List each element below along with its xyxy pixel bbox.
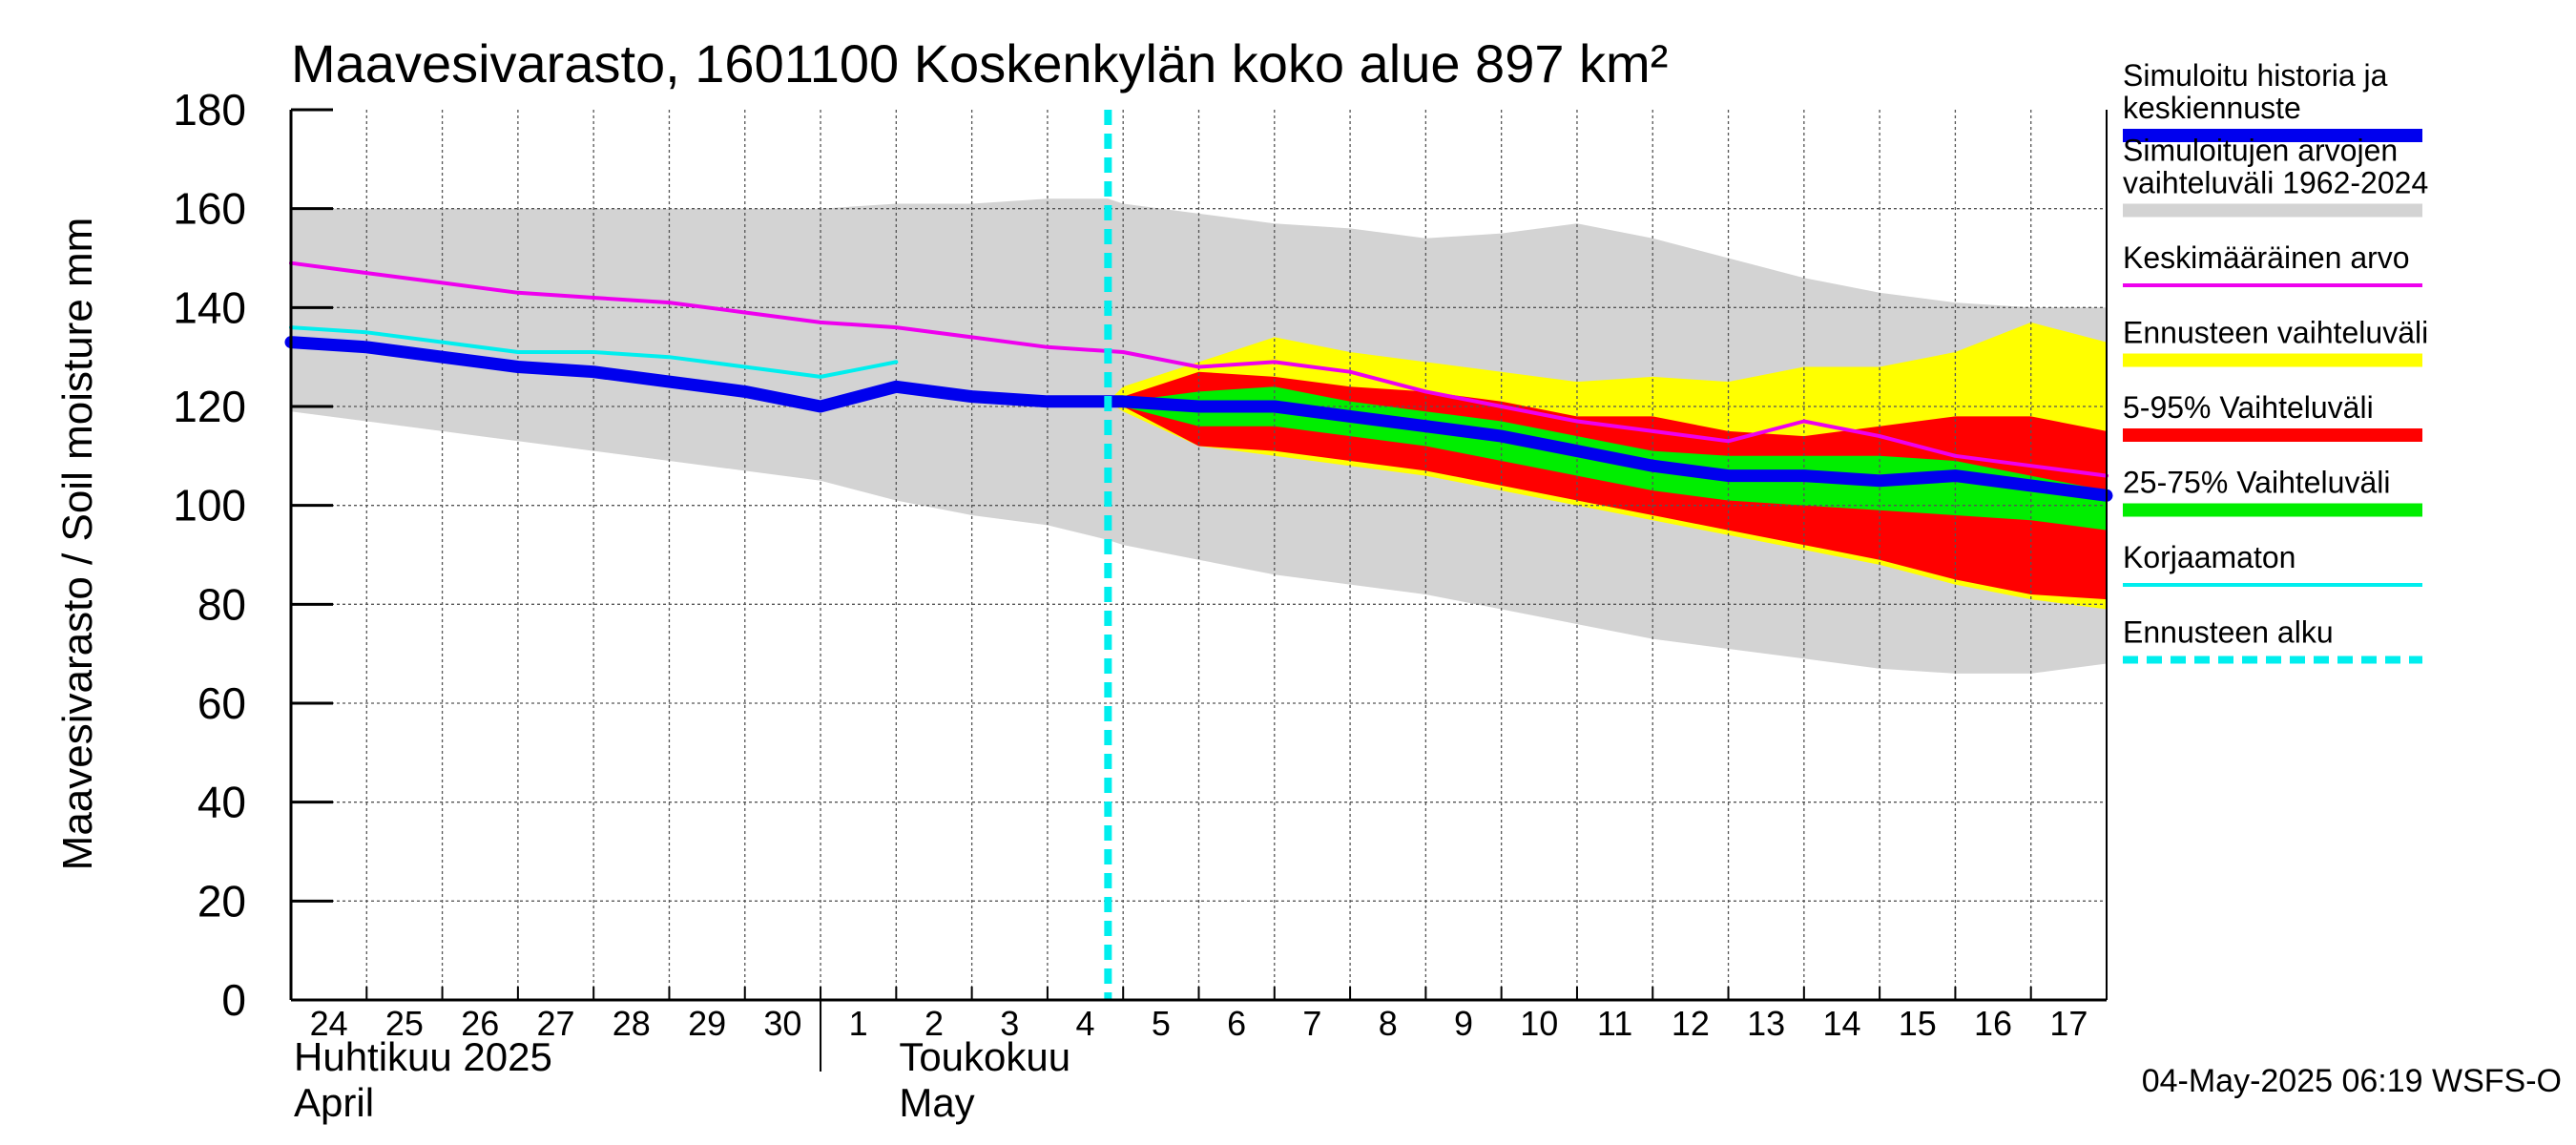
x-tick-label: 2	[924, 1004, 944, 1043]
x-tick-label: 25	[385, 1004, 424, 1043]
x-tick-label: 12	[1672, 1004, 1710, 1043]
x-tick-label: 17	[2049, 1004, 2088, 1043]
legend-label: Simuloitu historia ja	[2123, 58, 2388, 93]
x-tick-label: 4	[1076, 1004, 1095, 1043]
month-label-en: April	[294, 1080, 374, 1125]
legend-item: Keskimääräinen arvo	[2123, 240, 2422, 287]
y-tick-label: 180	[173, 85, 246, 135]
y-tick-label: 60	[197, 678, 246, 728]
y-tick-label: 120	[173, 382, 246, 431]
legend-item: Ennusteen alku	[2123, 615, 2422, 664]
legend-label: 25-75% Vaihteluväli	[2123, 466, 2390, 500]
x-tick-label: 11	[1597, 1004, 1632, 1043]
y-tick-label: 0	[221, 975, 246, 1025]
legend-label: Simuloitujen arvojen	[2123, 134, 2398, 168]
y-tick-label: 140	[173, 282, 246, 332]
month-label-en: May	[899, 1080, 974, 1125]
legend-item: Ennusteen vaihteluväli	[2123, 316, 2428, 367]
x-tick-label: 3	[1000, 1004, 1019, 1043]
x-tick-label: 24	[310, 1004, 348, 1043]
x-tick-label: 1	[849, 1004, 868, 1043]
legend-label: Ennusteen alku	[2123, 615, 2334, 650]
month-label: Huhtikuu 2025	[294, 1034, 552, 1079]
legend-item: 5-95% Vaihteluväli	[2123, 390, 2422, 442]
y-tick-label: 20	[197, 876, 246, 926]
legend-label: 5-95% Vaihteluväli	[2123, 390, 2374, 425]
x-tick-label: 14	[1822, 1004, 1860, 1043]
x-tick-label: 10	[1520, 1004, 1558, 1043]
legend-label: Keskimääräinen arvo	[2123, 240, 2410, 275]
line-layer	[284, 110, 2113, 1000]
x-tick-label: 30	[763, 1004, 801, 1043]
y-tick-label: 80	[197, 579, 246, 629]
x-tick-label: 16	[1974, 1004, 2012, 1043]
x-tick-label: 13	[1747, 1004, 1785, 1043]
grid-layer	[291, 110, 2107, 1000]
legend-label: vaihteluväli 1962-2024	[2123, 166, 2428, 200]
x-tick-label: 29	[688, 1004, 726, 1043]
x-tick-label: 26	[461, 1004, 499, 1043]
x-tick-label: 6	[1227, 1004, 1246, 1043]
x-tick-label: 15	[1899, 1004, 1937, 1043]
uncorrected-line	[289, 325, 899, 379]
y-tick-label: 40	[197, 778, 246, 827]
timestamp: 04-May-2025 06:19 WSFS-O	[2142, 1063, 2562, 1099]
legend-item: 25-75% Vaihteluväli	[2123, 466, 2422, 517]
chart-title: Maavesivarasto, 1601100 Koskenkylän koko…	[291, 33, 1668, 94]
month-label: Toukokuu	[899, 1034, 1070, 1079]
legend-label: keskiennuste	[2123, 91, 2301, 125]
x-tick-label: 5	[1152, 1004, 1171, 1043]
x-tick-label: 28	[613, 1004, 651, 1043]
y-tick-label: 160	[173, 184, 246, 234]
y-tick-label: 100	[173, 481, 246, 531]
legend-label: Korjaamaton	[2123, 540, 2296, 574]
simulated-line	[284, 336, 2113, 502]
x-tick-label: 8	[1379, 1004, 1398, 1043]
legend: Simuloitu historia jakeskiennusteSimuloi…	[2123, 58, 2428, 664]
mean-line	[289, 260, 2109, 478]
x-tick-label: 9	[1454, 1004, 1473, 1043]
x-tick-label: 27	[536, 1004, 574, 1043]
legend-label: Ennusteen vaihteluväli	[2123, 316, 2428, 350]
x-tick-label: 7	[1302, 1004, 1321, 1043]
legend-item: Korjaamaton	[2123, 540, 2422, 587]
y-axis-label: Maavesivarasto / Soil moisture mm	[54, 218, 101, 871]
